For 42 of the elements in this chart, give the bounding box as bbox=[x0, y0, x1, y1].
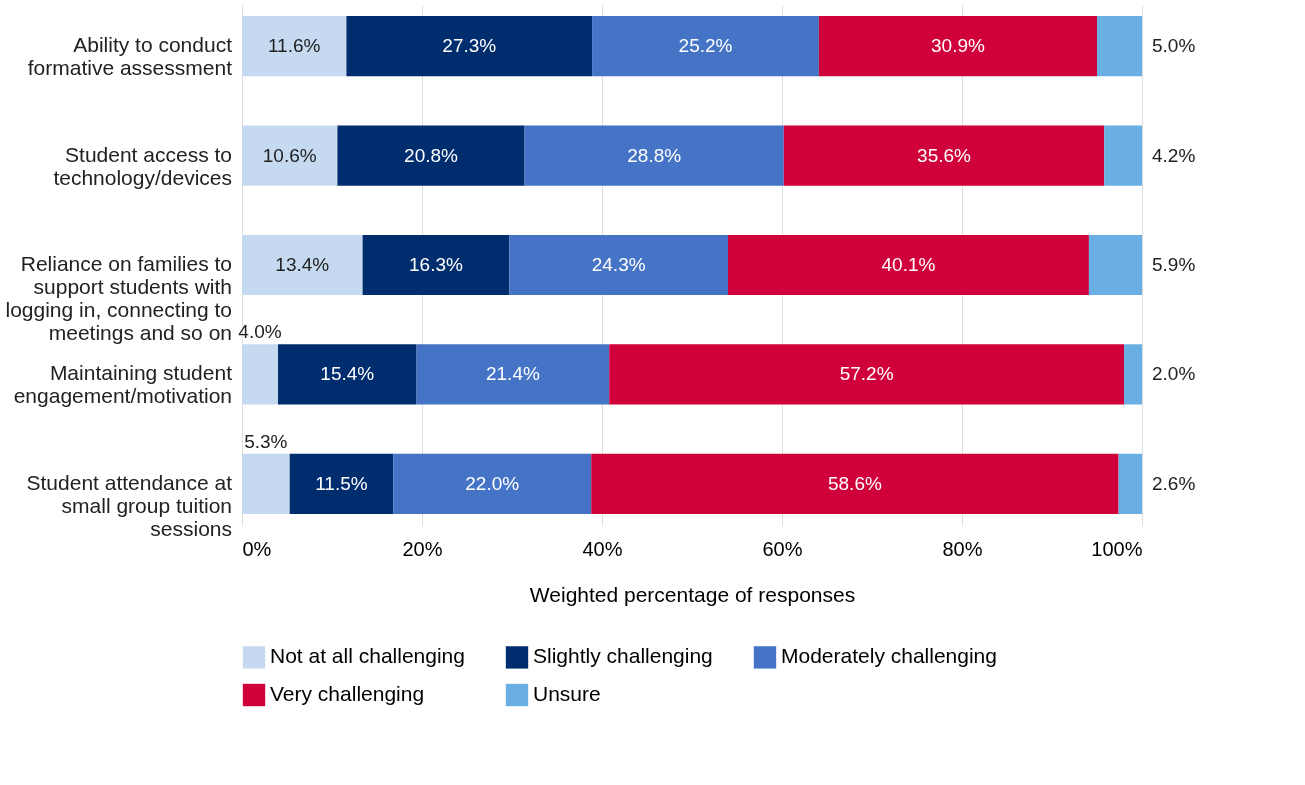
x-tick-label: 100% bbox=[1091, 537, 1143, 560]
x-tick-label: 60% bbox=[762, 537, 803, 560]
legend-label: Moderately challenging bbox=[781, 644, 997, 668]
data-label: 11.6% bbox=[267, 35, 321, 57]
data-label: 4.0% bbox=[238, 321, 282, 343]
data-label: 10.6% bbox=[262, 144, 317, 166]
data-label: 2.0% bbox=[1152, 363, 1196, 385]
legend-label: Unsure bbox=[533, 682, 601, 705]
data-label: 27.3% bbox=[442, 35, 497, 57]
data-label: 57.2% bbox=[839, 363, 894, 385]
x-tick-label: 0% bbox=[242, 537, 272, 560]
y-tick-label: Student access to technology/devices bbox=[53, 142, 232, 189]
data-label: 15.4% bbox=[320, 363, 375, 385]
data-label: 25.2% bbox=[678, 35, 733, 57]
legend-label: Very challenging bbox=[270, 682, 425, 705]
y-tick-label: Student attendance at small group tuition sessions bbox=[26, 470, 233, 540]
data-label: 58.6% bbox=[827, 472, 882, 494]
data-label: 40.1% bbox=[881, 254, 936, 275]
y-tick-label: Reliance on families to support students with logging in, connecting to meetings and so on bbox=[5, 252, 232, 344]
data-label: 5.0% bbox=[1152, 35, 1196, 57]
data-label: 5.3% bbox=[244, 430, 288, 452]
y-tick-label: Ability to conduct formative assessment bbox=[27, 33, 233, 80]
data-label: 13.4% bbox=[275, 254, 330, 275]
data-label: 22.0% bbox=[465, 472, 520, 494]
data-label: 4.2% bbox=[1152, 144, 1196, 166]
data-label: 24.3% bbox=[591, 254, 646, 275]
data-label: 11.5% bbox=[315, 472, 368, 494]
data-label: 35.6% bbox=[917, 144, 972, 166]
x-tick-label: 80% bbox=[942, 537, 983, 560]
x-tick-label: 40% bbox=[582, 537, 623, 560]
x-tick-label: 20% bbox=[402, 537, 443, 560]
data-label: 21.4% bbox=[485, 363, 540, 385]
y-tick-label: Maintaining student engagement/motivation bbox=[13, 361, 233, 408]
data-label: 28.8% bbox=[627, 144, 682, 166]
data-label: 5.9% bbox=[1152, 254, 1196, 275]
legend-label: Not at all challenging bbox=[270, 644, 465, 668]
legend-label: Slightly challenging bbox=[533, 644, 713, 668]
data-label: 2.6% bbox=[1152, 472, 1196, 494]
data-label: 30.9% bbox=[931, 35, 985, 57]
data-label: 20.8% bbox=[404, 144, 459, 166]
data-label: 16.3% bbox=[409, 254, 463, 275]
x-axis-title: Weighted percentage of responses bbox=[529, 582, 856, 606]
